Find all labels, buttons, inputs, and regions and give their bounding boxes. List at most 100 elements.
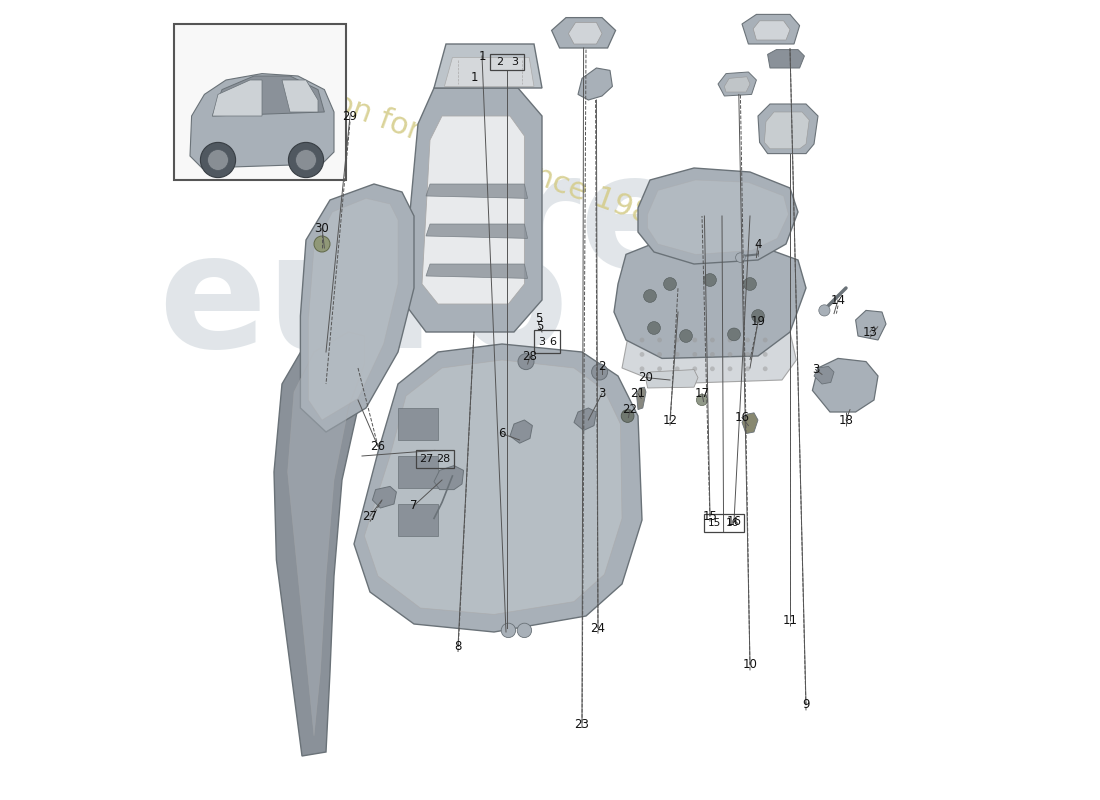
- Polygon shape: [621, 318, 796, 384]
- Text: 28: 28: [522, 350, 538, 362]
- Circle shape: [657, 338, 662, 342]
- Text: 23: 23: [574, 718, 590, 730]
- Text: 18: 18: [838, 414, 854, 426]
- Polygon shape: [444, 58, 534, 86]
- Circle shape: [710, 352, 715, 357]
- Circle shape: [710, 338, 715, 342]
- Polygon shape: [813, 358, 878, 412]
- Text: 11: 11: [782, 614, 797, 626]
- Text: 15: 15: [703, 510, 717, 522]
- Circle shape: [657, 352, 662, 357]
- Circle shape: [592, 364, 607, 380]
- Text: 3: 3: [510, 57, 518, 66]
- Circle shape: [762, 366, 768, 371]
- Text: 28: 28: [436, 454, 450, 464]
- Circle shape: [502, 623, 516, 638]
- Circle shape: [696, 394, 707, 406]
- Circle shape: [727, 338, 733, 342]
- Circle shape: [745, 352, 750, 357]
- Polygon shape: [426, 184, 528, 198]
- Text: 9: 9: [802, 698, 810, 710]
- Polygon shape: [764, 112, 810, 149]
- Circle shape: [314, 236, 330, 252]
- Text: euro: euro: [158, 226, 569, 382]
- Circle shape: [751, 310, 764, 322]
- Polygon shape: [638, 168, 798, 264]
- Circle shape: [692, 366, 697, 371]
- Text: 20: 20: [639, 371, 653, 384]
- Text: 6: 6: [498, 427, 506, 440]
- Polygon shape: [742, 413, 758, 434]
- Bar: [174, 24, 346, 180]
- Polygon shape: [274, 316, 378, 756]
- Text: 27: 27: [419, 454, 433, 464]
- Text: 27: 27: [363, 510, 377, 522]
- Text: 1: 1: [471, 71, 477, 84]
- Text: 5: 5: [536, 312, 543, 325]
- Bar: [398, 408, 438, 440]
- Polygon shape: [648, 180, 789, 254]
- Circle shape: [288, 142, 323, 178]
- Text: 13: 13: [862, 326, 878, 338]
- Text: 2: 2: [496, 57, 503, 66]
- Text: res: res: [502, 146, 784, 302]
- Text: 3: 3: [538, 337, 544, 346]
- Bar: [490, 54, 524, 70]
- Circle shape: [657, 366, 662, 371]
- Circle shape: [744, 278, 757, 290]
- Polygon shape: [308, 198, 398, 420]
- Text: 6: 6: [550, 337, 557, 346]
- Circle shape: [680, 330, 692, 342]
- Circle shape: [648, 322, 660, 334]
- Circle shape: [692, 352, 697, 357]
- Text: 24: 24: [591, 622, 605, 634]
- Text: 16: 16: [735, 411, 749, 424]
- Polygon shape: [190, 74, 334, 168]
- Text: 29: 29: [342, 110, 358, 122]
- Circle shape: [518, 354, 534, 370]
- Polygon shape: [578, 68, 613, 100]
- Text: 26: 26: [371, 440, 385, 453]
- Circle shape: [745, 366, 750, 371]
- Text: 15: 15: [708, 518, 722, 528]
- Polygon shape: [725, 77, 750, 92]
- Polygon shape: [434, 44, 542, 88]
- Polygon shape: [354, 344, 642, 632]
- Polygon shape: [426, 224, 528, 238]
- Text: 3: 3: [812, 363, 820, 376]
- Bar: [534, 330, 560, 353]
- Polygon shape: [373, 486, 396, 508]
- Circle shape: [762, 352, 768, 357]
- Bar: [398, 504, 438, 536]
- Polygon shape: [212, 76, 324, 116]
- Circle shape: [644, 290, 657, 302]
- Polygon shape: [287, 332, 364, 736]
- Circle shape: [727, 366, 733, 371]
- Polygon shape: [718, 72, 757, 96]
- Circle shape: [674, 352, 680, 357]
- Circle shape: [704, 274, 716, 286]
- Circle shape: [692, 338, 697, 342]
- Text: 8: 8: [454, 640, 462, 653]
- Text: 10: 10: [742, 658, 758, 670]
- Circle shape: [736, 253, 745, 262]
- Bar: [398, 456, 438, 488]
- Circle shape: [517, 623, 531, 638]
- Text: 22: 22: [623, 403, 638, 416]
- Circle shape: [727, 328, 740, 341]
- Polygon shape: [434, 466, 463, 490]
- Text: 4: 4: [755, 238, 761, 250]
- Polygon shape: [212, 80, 262, 116]
- Polygon shape: [637, 387, 646, 410]
- Text: 19: 19: [750, 315, 766, 328]
- Polygon shape: [569, 22, 602, 44]
- Polygon shape: [856, 310, 886, 340]
- Polygon shape: [282, 80, 318, 112]
- Polygon shape: [300, 184, 414, 432]
- Text: 21: 21: [630, 387, 646, 400]
- Polygon shape: [551, 18, 616, 48]
- Circle shape: [296, 150, 317, 170]
- Text: 2: 2: [598, 360, 606, 373]
- Polygon shape: [402, 88, 542, 332]
- Bar: [416, 450, 454, 468]
